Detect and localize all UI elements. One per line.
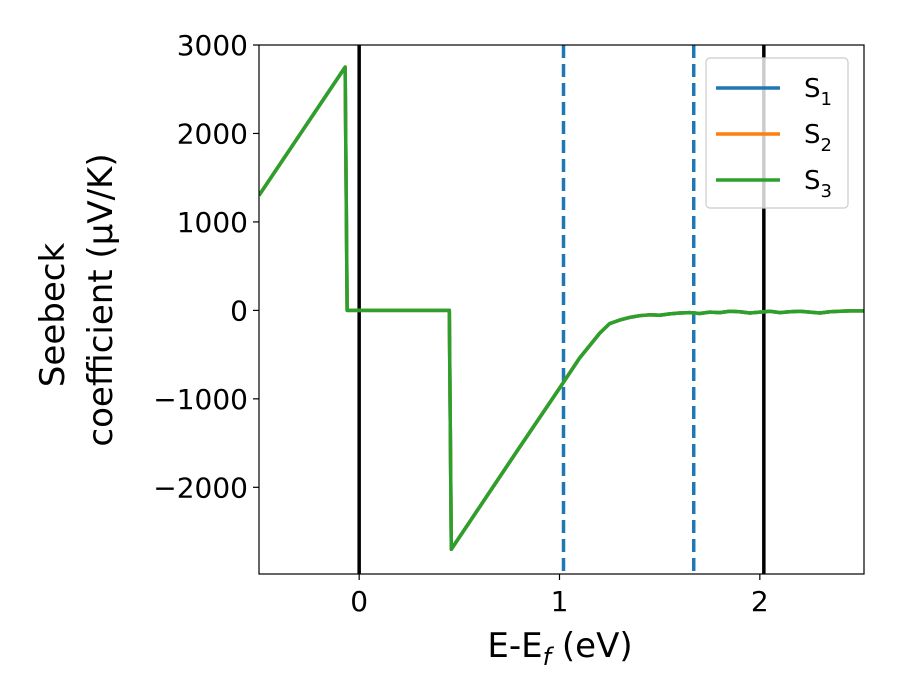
legend-label-s3: S3 — [804, 166, 832, 202]
legend-label-s2: S2 — [804, 120, 832, 156]
x-tick-label-1: 1 — [551, 585, 569, 618]
series-line-s3 — [259, 65, 864, 551]
y-tick-label-3: 0 — [230, 294, 248, 327]
y-tick-label-4: −1000 — [153, 383, 248, 416]
y-tick-label-2: 1000 — [177, 206, 248, 239]
x-tick-label-0: 0 — [350, 585, 368, 618]
x-tick-label-2: 2 — [751, 585, 769, 618]
plot-frame — [258, 44, 865, 575]
y-tick-label-0: 3000 — [177, 29, 248, 62]
y-axis-title-line-1: Seebeck — [33, 243, 73, 388]
axes — [258, 44, 865, 575]
legend-label-s1: S1 — [804, 74, 832, 110]
x-axis-title-main: E-E — [487, 626, 542, 666]
series-lines — [259, 65, 864, 551]
y-tick-label-1: 2000 — [177, 117, 248, 150]
legend: S1 S2 S3 — [705, 57, 849, 209]
x-axis-title-unit: (eV) — [551, 626, 633, 666]
x-axis-title: E-Ef (eV) — [487, 626, 632, 671]
y-tick-label-5: −2000 — [153, 471, 248, 504]
y-axis-title-line-2: coefficient (μV/K) — [81, 153, 121, 446]
tick-marks: 0 1 2 3000 2000 1000 0 −1000 −2000 — [153, 29, 768, 618]
